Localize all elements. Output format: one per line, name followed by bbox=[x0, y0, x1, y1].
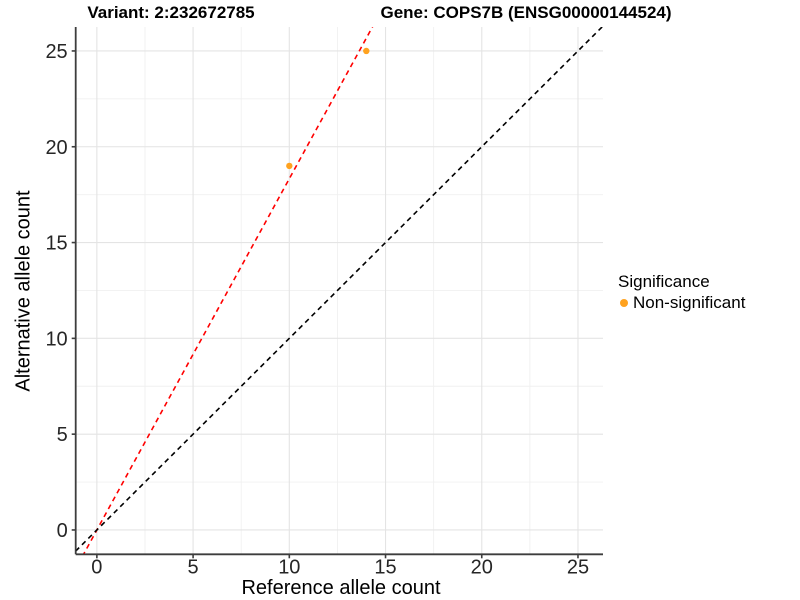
legend: Significance Non-significant bbox=[617, 271, 745, 313]
plot-title-variant: Variant: 2:232672785 bbox=[87, 3, 255, 22]
x-axis-title: Reference allele count bbox=[241, 577, 441, 599]
y-tick-label: 15 bbox=[45, 233, 67, 255]
y-axis-title: Alternative allele count bbox=[12, 190, 35, 392]
x-tick-label: 20 bbox=[471, 556, 493, 578]
legend-title: Significance bbox=[618, 272, 710, 291]
fit-line bbox=[82, 27, 374, 555]
x-tick-label: 5 bbox=[188, 556, 199, 578]
legend-item-label: Non-significant bbox=[633, 293, 746, 312]
data-point bbox=[286, 162, 293, 170]
plot-title-gene: Gene: COPS7B (ENSG00000144524) bbox=[380, 3, 672, 22]
x-tick-label: 15 bbox=[374, 556, 396, 578]
x-tick-label: 10 bbox=[278, 556, 300, 578]
y-tick-label: 5 bbox=[57, 424, 68, 446]
legend-item: Non-significant bbox=[617, 292, 745, 313]
x-tick-label: 25 bbox=[567, 556, 589, 578]
data-point bbox=[363, 47, 370, 55]
y-tick-label: 25 bbox=[45, 41, 67, 63]
y-tick-label: 0 bbox=[57, 520, 68, 542]
identity-line bbox=[75, 27, 603, 553]
y-tick-label: 20 bbox=[45, 137, 67, 159]
point-icon bbox=[620, 298, 628, 307]
y-tick-label: 10 bbox=[45, 328, 67, 350]
x-tick-label: 0 bbox=[91, 556, 102, 578]
